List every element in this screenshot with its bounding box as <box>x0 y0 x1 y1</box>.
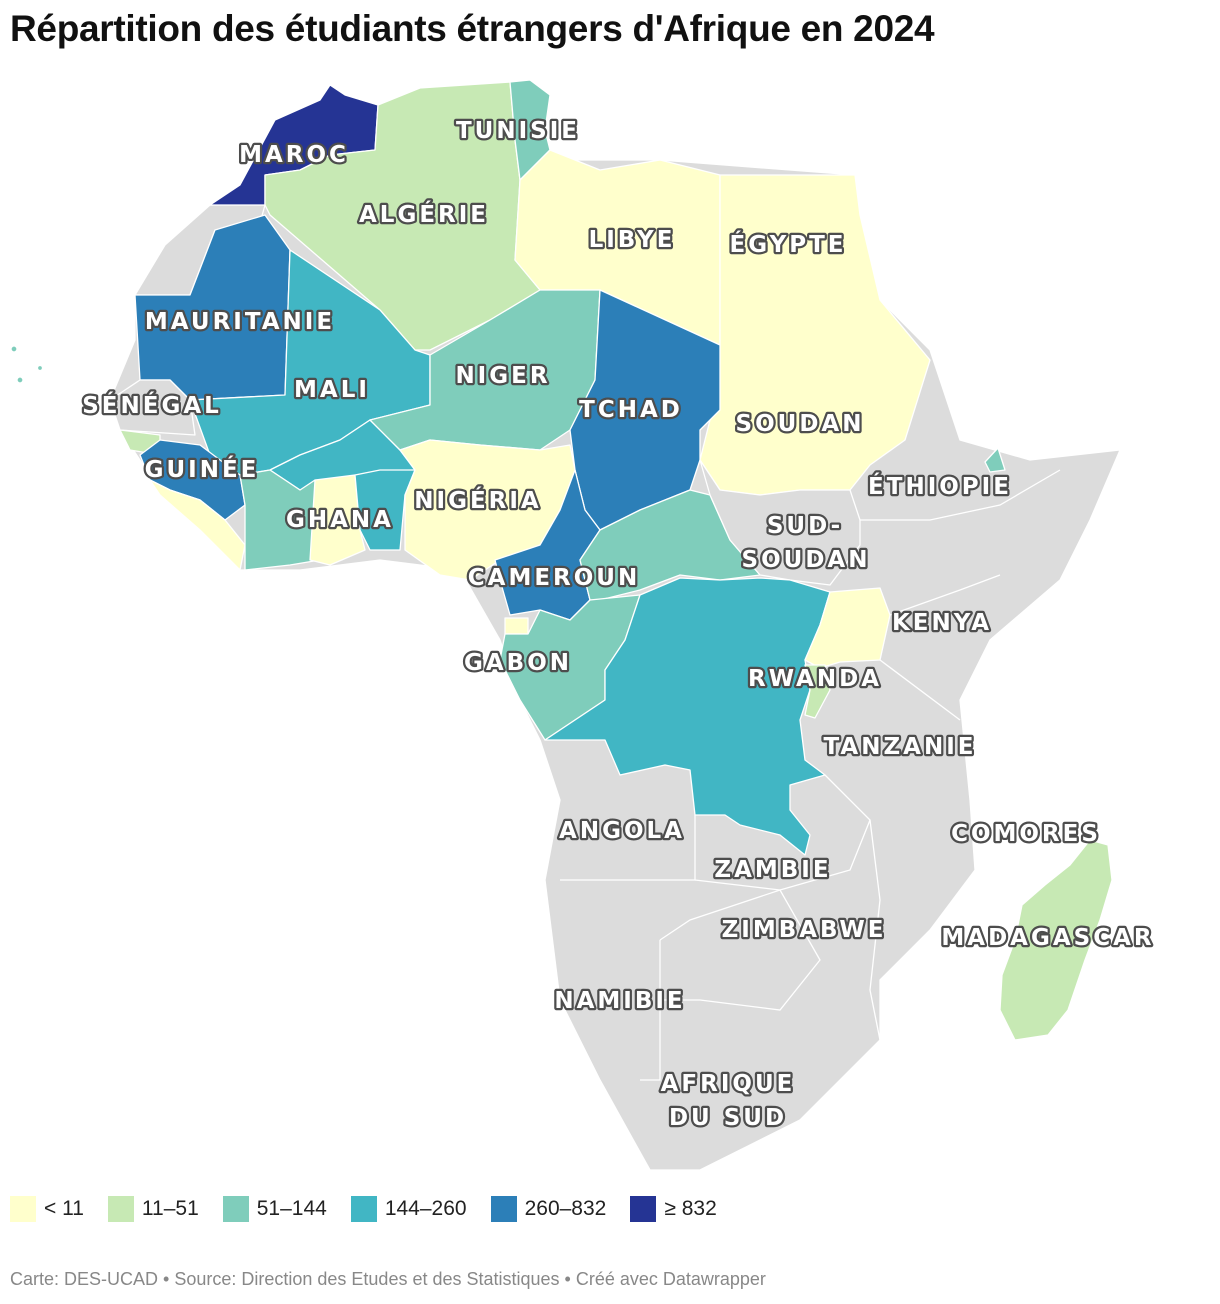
country-labels: MAROC TUNISIE ALGÉRIE LIBYE ÉGYPTE MAURI… <box>80 116 1154 1134</box>
label-ghana: GHANA <box>286 507 394 533</box>
legend-item: < 11 <box>10 1196 84 1222</box>
label-angola: ANGOLA <box>559 818 685 844</box>
label-egypte: ÉGYPTE <box>730 230 847 258</box>
label-cameroun: CAMEROUN <box>468 565 640 591</box>
country-cap-vert-1 <box>10 345 18 353</box>
label-nigeria: NIGÉRIA <box>414 486 541 514</box>
label-guinee: GUINÉE <box>145 455 260 483</box>
country-cap-vert-3 <box>36 364 44 372</box>
country-sud-soudan[interactable] <box>699 459 861 586</box>
grey-country-borders <box>560 469 1061 1081</box>
label-kenya: KENYA <box>892 610 992 636</box>
country-tunisie[interactable] <box>509 79 551 181</box>
legend-swatch <box>107 1196 134 1222</box>
country-togo-benin[interactable] <box>354 469 416 551</box>
legend-item: 260–832 <box>490 1196 607 1222</box>
legend-item: 51–144 <box>222 1196 327 1222</box>
label-afrique-du-sud-2: DU SUD <box>669 1105 787 1131</box>
legend-label: ≥ 832 <box>664 1197 717 1220</box>
color-legend: < 11 11–51 51–144 144–260 260–832 ≥ 832 <box>10 1196 741 1222</box>
border-ethiopie <box>860 469 1061 521</box>
border-namibie <box>640 940 661 1081</box>
country-mauritanie[interactable] <box>134 214 291 401</box>
label-sud-soudan-1: SUD- <box>767 513 843 539</box>
label-soudan: SOUDAN <box>736 411 865 437</box>
label-mali: MALI <box>294 377 370 403</box>
label-niger: NIGER <box>455 363 550 389</box>
border-botswana <box>659 889 821 1011</box>
legend-label: 144–260 <box>384 1197 467 1220</box>
label-maroc: MAROC <box>239 142 349 168</box>
border-tanzanie <box>879 659 961 721</box>
legend-swatch <box>222 1196 249 1222</box>
country-rd-congo[interactable] <box>544 577 831 856</box>
legend-label: 260–832 <box>524 1197 607 1220</box>
label-libye: LIBYE <box>589 227 676 253</box>
label-madagascar: MADAGASCAR <box>941 925 1154 951</box>
legend-label: < 11 <box>44 1197 84 1220</box>
country-guinee-equatoriale[interactable] <box>504 617 529 635</box>
legend-swatch <box>350 1196 377 1222</box>
label-senegal: SÉNÉGAL <box>82 391 222 419</box>
label-algerie: ALGÉRIE <box>359 200 489 228</box>
legend-swatch <box>490 1196 517 1222</box>
label-comores: COMORES <box>951 821 1101 847</box>
legend-item: 144–260 <box>350 1196 467 1222</box>
legend-label: 11–51 <box>141 1197 199 1220</box>
border-kenya <box>889 574 1001 616</box>
border-mozambique <box>869 819 881 1041</box>
country-egypte-soudan[interactable] <box>699 174 931 496</box>
legend-label: 51–144 <box>256 1197 327 1220</box>
label-zimbabwe: ZIMBABWE <box>722 917 887 943</box>
border-zambie-zimbabwe <box>694 774 871 891</box>
country-rwanda[interactable] <box>804 664 831 719</box>
label-tanzanie: TANZANIE <box>824 734 977 760</box>
label-zambie: ZAMBIE <box>714 857 831 883</box>
map-title: Répartition des étudiants étrangers d'Af… <box>10 8 935 49</box>
legend-swatch <box>10 1196 36 1222</box>
legend-item: 11–51 <box>107 1196 199 1222</box>
footer-credits: Carte: DES-UCAD • Source: Direction des … <box>10 1269 766 1289</box>
label-tchad: TCHAD <box>579 397 683 423</box>
label-rwanda: RWANDA <box>748 666 882 692</box>
country-erythree[interactable] <box>984 447 1006 473</box>
country-cap-vert-2 <box>16 376 24 384</box>
label-ethiopie: ÉTHIOPIE <box>868 472 1012 500</box>
label-sud-soudan-2: SOUDAN <box>742 547 871 573</box>
label-namibie: NAMIBIE <box>554 988 685 1014</box>
label-mauritanie: MAURITANIE <box>145 309 335 335</box>
country-madagascar[interactable] <box>999 839 1113 1041</box>
legend-swatch <box>630 1196 657 1222</box>
label-tunisie: TUNISIE <box>456 118 580 144</box>
label-afrique-du-sud-1: AFRIQUE <box>661 1071 796 1097</box>
label-gabon: GABON <box>464 650 572 676</box>
legend-item: ≥ 832 <box>630 1196 717 1222</box>
country-ouganda[interactable] <box>804 587 891 669</box>
